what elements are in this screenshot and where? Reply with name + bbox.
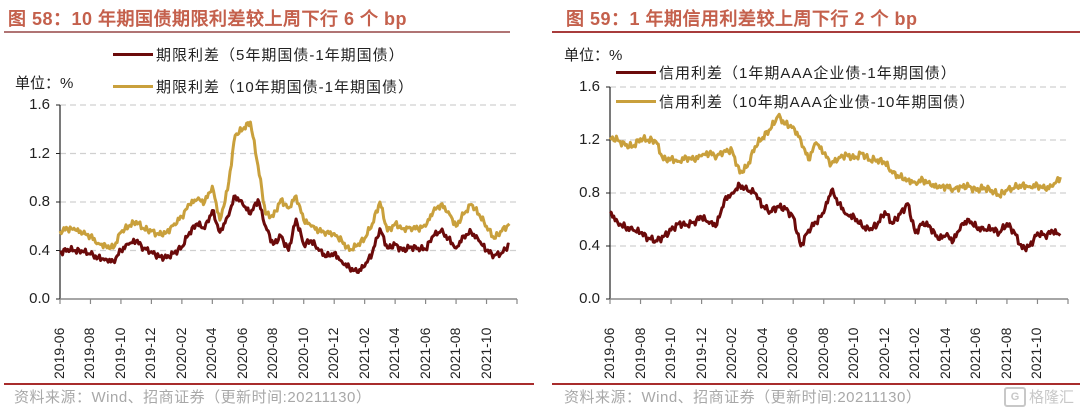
series-line-dark <box>609 181 1062 253</box>
x-tick-label: 2021-10 <box>477 327 494 379</box>
x-tick-label: 2019-12 <box>692 327 709 379</box>
unit-label: 单位：% <box>15 75 74 92</box>
series-line-gold <box>608 112 1062 199</box>
x-tick-label: 2021-04 <box>936 327 953 379</box>
x-tick-label: 2021-02 <box>355 327 372 379</box>
chart-panel-right: 图 59：1 年期信用利差较上周下行 2 个 bp 单位：% 信用利差（1年期A… <box>540 0 1080 413</box>
legend-label: 信用利差（10年期AAA企业债-10年期国债） <box>659 94 976 111</box>
x-tick-label: 2021-10 <box>1028 327 1045 379</box>
legend-swatch-gold <box>113 85 153 88</box>
x-tick-label: 2020-10 <box>294 327 311 379</box>
x-tick-label: 2020-12 <box>325 327 342 379</box>
x-tick-label: 2019-06 <box>601 327 617 379</box>
x-tick-label: 2019-10 <box>662 327 679 379</box>
watermark: G 格隆汇 <box>1003 386 1074 407</box>
x-tick-label: 2020-10 <box>845 327 862 379</box>
title-divider <box>552 31 1080 33</box>
x-tick-label: 2019-08 <box>81 327 98 379</box>
legend-swatch-gold <box>616 100 656 103</box>
x-tick-label: 2020-06 <box>784 327 801 379</box>
chart-title: 图 59：1 年期信用利差较上周下行 2 个 bp <box>566 9 918 29</box>
legend-item-series-1: 期限利差（5年期国债-1年期国债） <box>113 44 405 65</box>
y-tick-label: 1.2 <box>29 144 50 162</box>
x-tick-label: 2021-08 <box>447 327 464 379</box>
x-tick-label: 2020-06 <box>233 327 250 379</box>
x-tick-label: 2020-04 <box>753 327 770 379</box>
x-tick-label: 2021-04 <box>386 327 403 379</box>
legend-swatch-dark <box>113 53 153 56</box>
unit-label: 单位：% <box>564 47 623 64</box>
x-tick-label: 2020-12 <box>875 327 892 379</box>
y-tick-label: 0.4 <box>579 237 600 254</box>
x-tick-label: 2019-10 <box>111 327 128 379</box>
y-tick-label: 1.2 <box>579 131 600 148</box>
chart-panel-left: 图 58：10 年期国债期限利差较上周下行 6 个 bp 单位：% 期限利差（5… <box>4 9 534 406</box>
chart-title: 图 58：10 年期国债期限利差较上周下行 6 个 bp <box>8 9 408 29</box>
x-tick-label: 2021-08 <box>997 327 1014 379</box>
legend-swatch-dark <box>616 71 656 74</box>
x-tick-label: 2021-06 <box>416 327 433 379</box>
source-divider <box>4 383 534 385</box>
y-tick-label: 0.8 <box>579 184 600 201</box>
x-tick-label: 2020-04 <box>203 327 220 379</box>
x-tick-label: 2020-08 <box>814 327 831 379</box>
y-tick-label: 1.6 <box>29 96 50 113</box>
title-divider <box>4 31 510 33</box>
y-tick-label: 0.0 <box>579 290 600 307</box>
series-line-gold <box>58 120 511 252</box>
x-tick-label: 2020-08 <box>264 327 281 379</box>
source-divider <box>552 383 1080 385</box>
y-tick-label: 1.6 <box>579 78 600 95</box>
y-tick-label: 0.8 <box>29 193 50 210</box>
y-tick-label: 0.0 <box>29 290 50 307</box>
x-tick-label: 2020-02 <box>723 327 740 379</box>
x-tick-label: 2020-02 <box>172 327 189 379</box>
x-tick-label: 2019-08 <box>631 327 648 379</box>
watermark-logo-icon: G <box>1003 386 1026 407</box>
x-tick-label: 2019-06 <box>51 327 67 379</box>
series-line-dark <box>59 194 510 274</box>
x-tick-label: 2021-02 <box>906 327 923 379</box>
legend-label: 期限利差（5年期国债-1年期国债） <box>156 47 405 64</box>
legend-item-series-2: 期限利差（10年期国债-1年期国债） <box>113 76 414 97</box>
source-note: 资料来源：Wind、招商证券（更新时间:20211130） <box>14 389 372 406</box>
watermark-text: 格隆汇 <box>1028 389 1074 406</box>
legend-item-series-1: 信用利差（1年期AAA企业债-1年期国债） <box>616 62 957 83</box>
x-tick-label: 2019-12 <box>142 327 159 379</box>
legend-label: 信用利差（1年期AAA企业债-1年期国债） <box>659 65 957 82</box>
source-note: 资料来源：Wind、招商证券（更新时间:20211130） <box>564 389 922 406</box>
legend-item-series-2: 信用利差（10年期AAA企业债-10年期国债） <box>616 91 975 112</box>
x-tick-label: 2021-06 <box>967 327 984 379</box>
legend-label: 期限利差（10年期国债-1年期国债） <box>156 79 415 96</box>
y-tick-label: 0.4 <box>29 241 50 259</box>
